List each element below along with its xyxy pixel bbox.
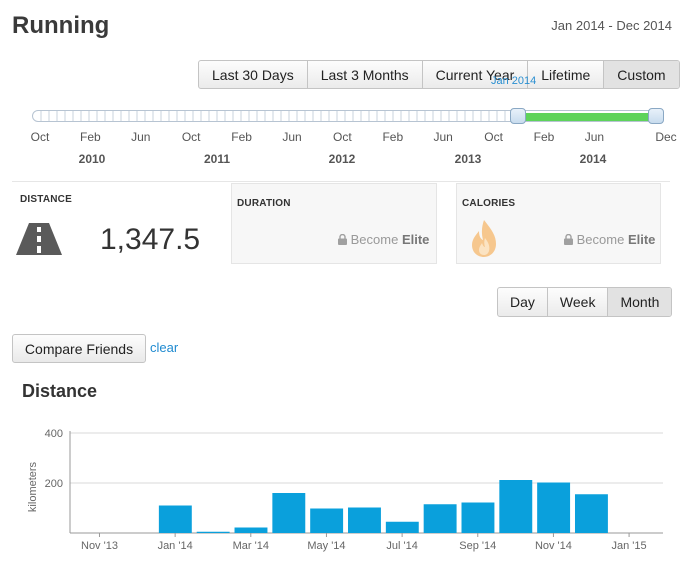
compare-friends-button[interactable]: Compare Friends <box>12 334 146 363</box>
calories-become-elite[interactable]: Become Elite <box>564 232 655 247</box>
bar <box>310 508 344 533</box>
slider-month-label: Feb <box>80 130 101 144</box>
x-tick-label: Nov '13 <box>81 540 118 552</box>
page-title: Running <box>12 12 110 39</box>
x-tick-label: Jul '14 <box>386 540 417 552</box>
slider-start-handle[interactable] <box>510 108 526 124</box>
bar <box>234 527 268 533</box>
x-tick-label: Nov '14 <box>535 540 572 552</box>
y-tick-label: 400 <box>45 428 63 440</box>
elite-text: Elite <box>401 232 430 247</box>
duration-become-elite[interactable]: Become Elite <box>338 232 429 247</box>
flame-icon <box>472 220 496 257</box>
slider-year-label: 2011 <box>203 152 231 166</box>
chart-title: Distance <box>22 381 98 401</box>
slider-end-handle[interactable] <box>648 108 664 124</box>
last-3-months-button[interactable]: Last 3 Months <box>306 61 422 88</box>
y-axis-label: kilometers <box>27 461 39 512</box>
slider-month-label: Feb <box>382 130 404 144</box>
duration-card <box>231 183 437 264</box>
x-tick-label: Mar '14 <box>233 540 269 552</box>
slider-month-label: Feb <box>231 130 252 144</box>
lock-icon <box>564 232 577 247</box>
month-button[interactable]: Month <box>607 288 672 316</box>
x-tick-label: Jan '15 <box>612 540 647 552</box>
bar <box>574 494 608 533</box>
slider-month-label: Jun <box>282 130 302 144</box>
slider-month-label: Oct <box>333 130 352 144</box>
slider-month-label: Dec <box>655 130 677 144</box>
distance-label: DISTANCE <box>20 194 72 205</box>
duration-label: DURATION <box>237 198 291 209</box>
date-range-slider-track[interactable] <box>32 110 656 122</box>
bar <box>499 480 533 533</box>
lifetime-button[interactable]: Lifetime <box>527 61 603 88</box>
bar <box>537 482 571 533</box>
custom-button[interactable]: Custom <box>603 61 679 88</box>
slider-year-label: 2012 <box>328 152 356 166</box>
slider-month-label: Jun <box>131 130 151 144</box>
lock-icon <box>338 232 351 247</box>
bar <box>272 493 306 533</box>
period-selector: Day Week Month <box>497 287 673 317</box>
last-30-days-button[interactable]: Last 30 Days <box>212 66 294 83</box>
y-tick-label: 200 <box>45 478 63 490</box>
date-range-text: Jan 2014 - Dec 2014 <box>551 18 672 33</box>
x-tick-label: May '14 <box>307 540 345 552</box>
calories-label: CALORIES <box>462 198 516 209</box>
slider-selected-range <box>519 113 654 121</box>
slider-month-label: Oct <box>30 130 50 144</box>
elite-text: Elite <box>627 232 656 247</box>
x-tick-label: Jan '14 <box>158 540 193 552</box>
bar <box>158 505 192 533</box>
bar <box>423 504 457 533</box>
slider-month-label: Feb <box>533 130 555 144</box>
become-text: Become <box>576 232 625 247</box>
slider-year-label: 2013 <box>454 152 482 166</box>
slider-month-label: Oct <box>181 130 201 144</box>
slider-ticks <box>40 111 514 121</box>
slider-year-label: 2014 <box>579 152 607 166</box>
slider-month-label: Oct <box>484 130 503 144</box>
x-tick-label: Sep '14 <box>459 540 496 552</box>
bar <box>348 507 381 533</box>
range-selector: Last 30 Days Last 3 Months Current Year … <box>198 60 680 89</box>
week-button[interactable]: Week <box>546 288 608 316</box>
slider-month-label: Jun <box>433 130 453 144</box>
clear-link[interactable]: clear <box>150 340 179 355</box>
become-text: Become <box>350 232 399 247</box>
bar <box>461 502 495 533</box>
divider <box>12 181 670 182</box>
slider-year-label: 2010 <box>78 152 106 166</box>
road-icon <box>16 223 62 255</box>
current-year-button[interactable]: Current Year <box>421 61 528 88</box>
slider-month-label: Jun <box>584 130 605 144</box>
distance-value: 1,347.5 <box>100 223 201 256</box>
distance-chart: 200 400 kilometers Nov '13 Jan '14 Mar '14 May… <box>27 428 663 552</box>
slider-handle-label: Jan 2014 <box>491 75 537 87</box>
bar <box>196 531 230 533</box>
bar <box>385 521 419 533</box>
day-button[interactable]: Day <box>510 294 535 310</box>
